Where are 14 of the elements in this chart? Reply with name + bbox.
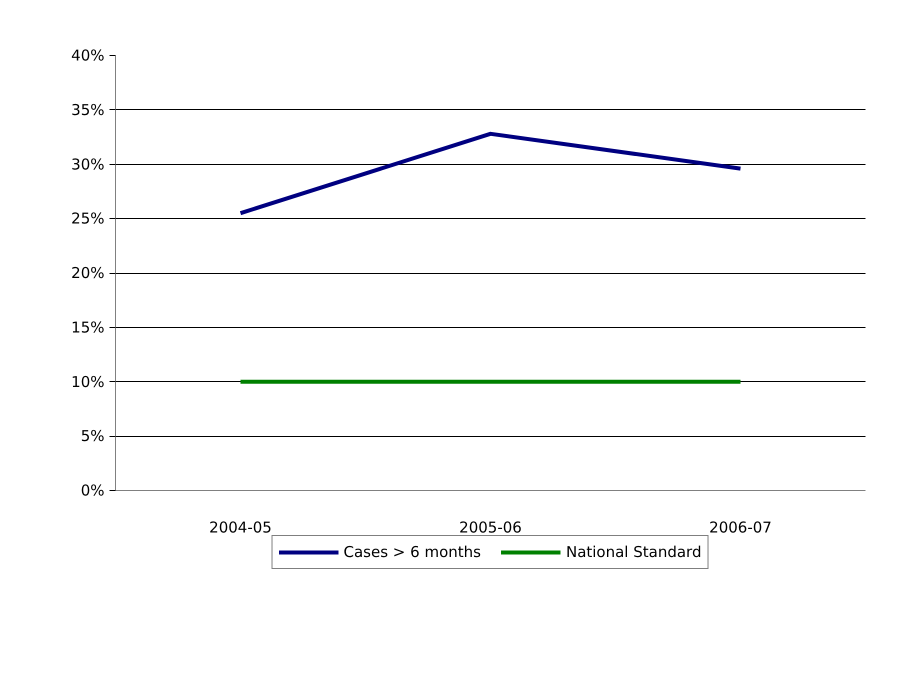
x-tick-label: 2005-06: [459, 518, 522, 536]
y-tick-label: 25%: [71, 210, 105, 228]
x-tick-label: 2004-05: [209, 518, 272, 536]
y-tick-label: 35%: [71, 100, 105, 119]
legend-label: National Standard: [566, 543, 702, 561]
y-tick-label: 30%: [71, 155, 105, 174]
y-tick-label: 20%: [71, 264, 105, 282]
y-tick-label: 40%: [71, 46, 105, 64]
legend-label: Cases > 6 months: [344, 543, 481, 561]
y-tick-label: 10%: [71, 372, 105, 391]
y-tick-label: 5%: [80, 427, 104, 446]
y-tick-label: 15%: [71, 318, 105, 336]
x-tick-label: 2006-07: [709, 518, 772, 536]
y-tick-label: 0%: [80, 482, 104, 500]
